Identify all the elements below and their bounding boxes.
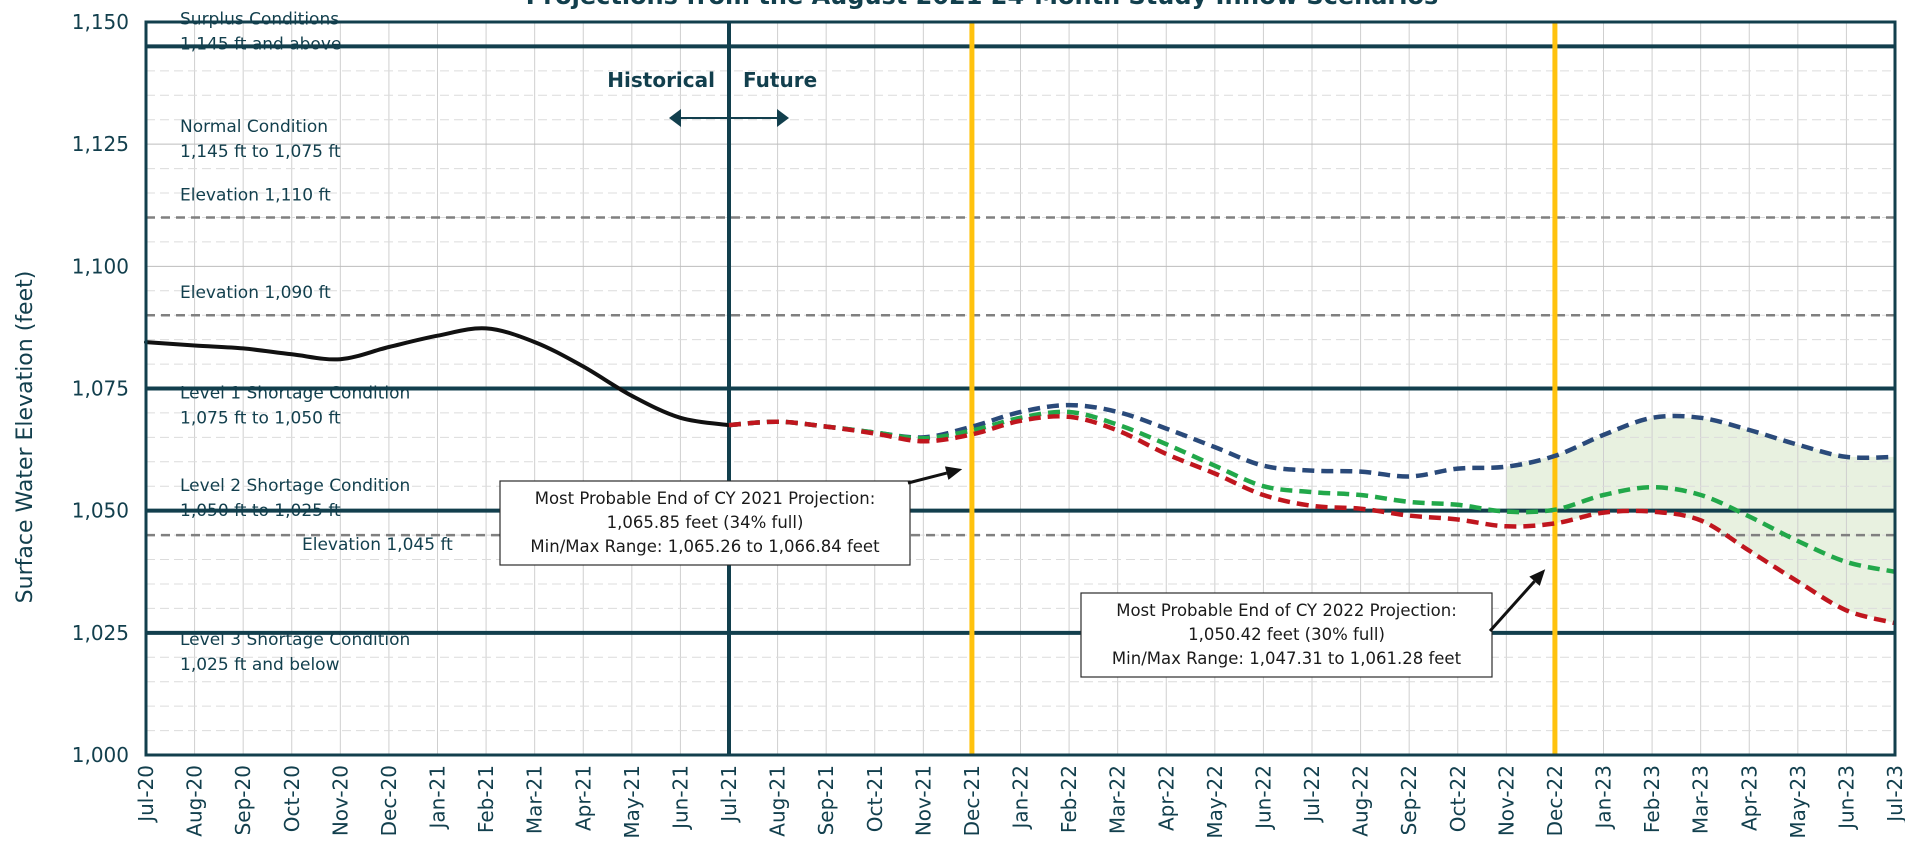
- condition-label-title: Elevation 1,110 ft: [180, 185, 331, 205]
- condition-label-title: Elevation 1,045 ft: [302, 535, 453, 555]
- x-tick-label: Dec-22: [1543, 765, 1567, 836]
- x-tick-label: Oct-21: [863, 765, 887, 832]
- condition-label-range: 1,075 ft to 1,050 ft: [180, 408, 341, 428]
- y-tick-label: 1,000: [72, 743, 129, 767]
- plot-frame-layer: [144, 20, 1897, 757]
- x-tick-label: Apr-21: [571, 765, 595, 831]
- x-tick-label: Mar-23: [1689, 765, 1713, 834]
- x-tick-label: Aug-20: [183, 765, 207, 837]
- x-tick-label: May-22: [1203, 765, 1227, 839]
- x-tick-label: Jul-23: [1883, 765, 1905, 824]
- condition-label-range: 1,025 ft and below: [180, 655, 340, 675]
- x-tick-label: Nov-21: [911, 765, 935, 836]
- y-tick-label: 1,125: [72, 132, 129, 156]
- condition-label-range: 1,145 ft to 1,075 ft: [180, 142, 341, 162]
- condition-label-title: Surplus Conditions: [180, 9, 339, 29]
- annotation-text-line: Min/Max Range: 1,047.31 to 1,061.28 feet: [1112, 649, 1462, 668]
- x-tick-label: Jul-20: [134, 765, 158, 824]
- condition-label-title: Level 3 Shortage Condition: [180, 630, 410, 650]
- x-tick-label: Apr-22: [1154, 765, 1178, 831]
- annotation-arrow-shaft: [907, 471, 948, 485]
- arrow-left-head: [669, 109, 681, 127]
- condition-label-range: 1,145 ft and above: [180, 34, 341, 54]
- x-tick-label: Jul-21: [717, 765, 741, 824]
- annotation-box: [499, 480, 911, 566]
- x-tick-label: Jan-23: [1592, 765, 1616, 831]
- condition-label-title: Level 2 Shortage Condition: [180, 476, 410, 496]
- x-tick-label: May-23: [1786, 765, 1810, 839]
- arrow-right-head: [777, 109, 789, 127]
- x-tick-label: May-21: [620, 765, 644, 839]
- x-tick-label: Sep-20: [231, 765, 255, 835]
- annotation-callout: Most Probable End of CY 2021 Projection:…: [499, 466, 963, 566]
- x-tick-label: Mar-21: [523, 765, 547, 834]
- x-tick-label: Jun-21: [668, 765, 692, 831]
- x-tick-label: Oct-20: [280, 765, 304, 832]
- annotation-text-line: Min/Max Range: 1,065.26 to 1,066.84 feet: [530, 537, 880, 556]
- annotation-arrow-head: [944, 466, 963, 480]
- annotations-layer: Most Probable End of CY 2021 Projection:…: [499, 466, 1546, 678]
- x-tick-label: Mar-22: [1106, 765, 1130, 834]
- y-tick-label: 1,100: [72, 254, 129, 278]
- y-tick-label: 1,050: [72, 499, 129, 523]
- x-tick-label: Feb-21: [474, 765, 498, 833]
- y-tick-label: 1,025: [72, 621, 129, 645]
- x-tick-label: Jan-22: [1009, 765, 1033, 831]
- x-tick-label: Nov-22: [1494, 765, 1518, 836]
- y-tick-label: 1,075: [72, 377, 129, 401]
- axes-layer: 1,000 1,025 1,050 1,075 1,100 1,125 1,150 Jul-2…: [72, 10, 1905, 839]
- historical-label: Historical: [607, 68, 715, 92]
- y-axis-label: Surface Water Elevation (feet): [13, 271, 38, 604]
- series-line-probable_most: [728, 409, 1896, 575]
- x-tick-label: Sep-21: [814, 765, 838, 835]
- series-layer: [144, 326, 1896, 626]
- chart-title: Projections from the August 2021 24-Mont…: [526, 0, 1439, 10]
- annotation-text-line: Most Probable End of CY 2021 Projection:: [535, 489, 876, 508]
- x-tick-label: Jun-22: [1251, 765, 1275, 831]
- annotation-callout: Most Probable End of CY 2022 Projection:…: [1080, 569, 1546, 678]
- x-tick-label: Dec-20: [377, 765, 401, 836]
- x-tick-label: Apr-23: [1737, 765, 1761, 831]
- condition-lines-layer: [146, 44, 1895, 635]
- x-tick-label: Oct-22: [1446, 765, 1470, 832]
- x-tick-label: Dec-21: [960, 765, 984, 836]
- x-tick-label: Jan-21: [426, 765, 450, 831]
- condition-label-title: Elevation 1,090 ft: [180, 283, 331, 303]
- x-tick-label: Nov-20: [328, 765, 352, 836]
- annotation-box: [1080, 592, 1493, 678]
- annotation-arrow-head: [1529, 569, 1546, 586]
- annotation-text-line: Most Probable End of CY 2022 Projection:: [1116, 601, 1457, 620]
- series-line-probable_min: [728, 414, 1896, 626]
- annotation-text-line: 1,050.42 feet (30% full): [1188, 625, 1385, 644]
- x-tick-label: Aug-21: [766, 765, 790, 837]
- vertical-markers-layer: [727, 22, 1558, 755]
- condition-label-range: 1,050 ft to 1,025 ft: [180, 501, 341, 521]
- x-tick-label: Sep-22: [1397, 765, 1421, 835]
- y-tick-label: 1,150: [72, 10, 129, 34]
- condition-label-title: Level 1 Shortage Condition: [180, 383, 410, 403]
- condition-labels-layer: Surplus Conditions 1,145 ft and above Norm…: [180, 9, 817, 675]
- annotation-arrow-shaft: [1488, 580, 1536, 633]
- condition-label-title: Normal Condition: [180, 117, 328, 137]
- series-line-historical: [144, 326, 731, 428]
- annotation-text-line: 1,065.85 feet (34% full): [607, 513, 804, 532]
- x-tick-label: Feb-22: [1057, 765, 1081, 833]
- x-tick-label: Jul-22: [1300, 765, 1324, 824]
- x-tick-label: Aug-22: [1349, 765, 1373, 837]
- x-tick-label: Feb-23: [1640, 765, 1664, 833]
- x-tick-label: Jun-23: [1834, 765, 1858, 831]
- future-label: Future: [743, 68, 817, 92]
- plot-frame: [144, 20, 1897, 757]
